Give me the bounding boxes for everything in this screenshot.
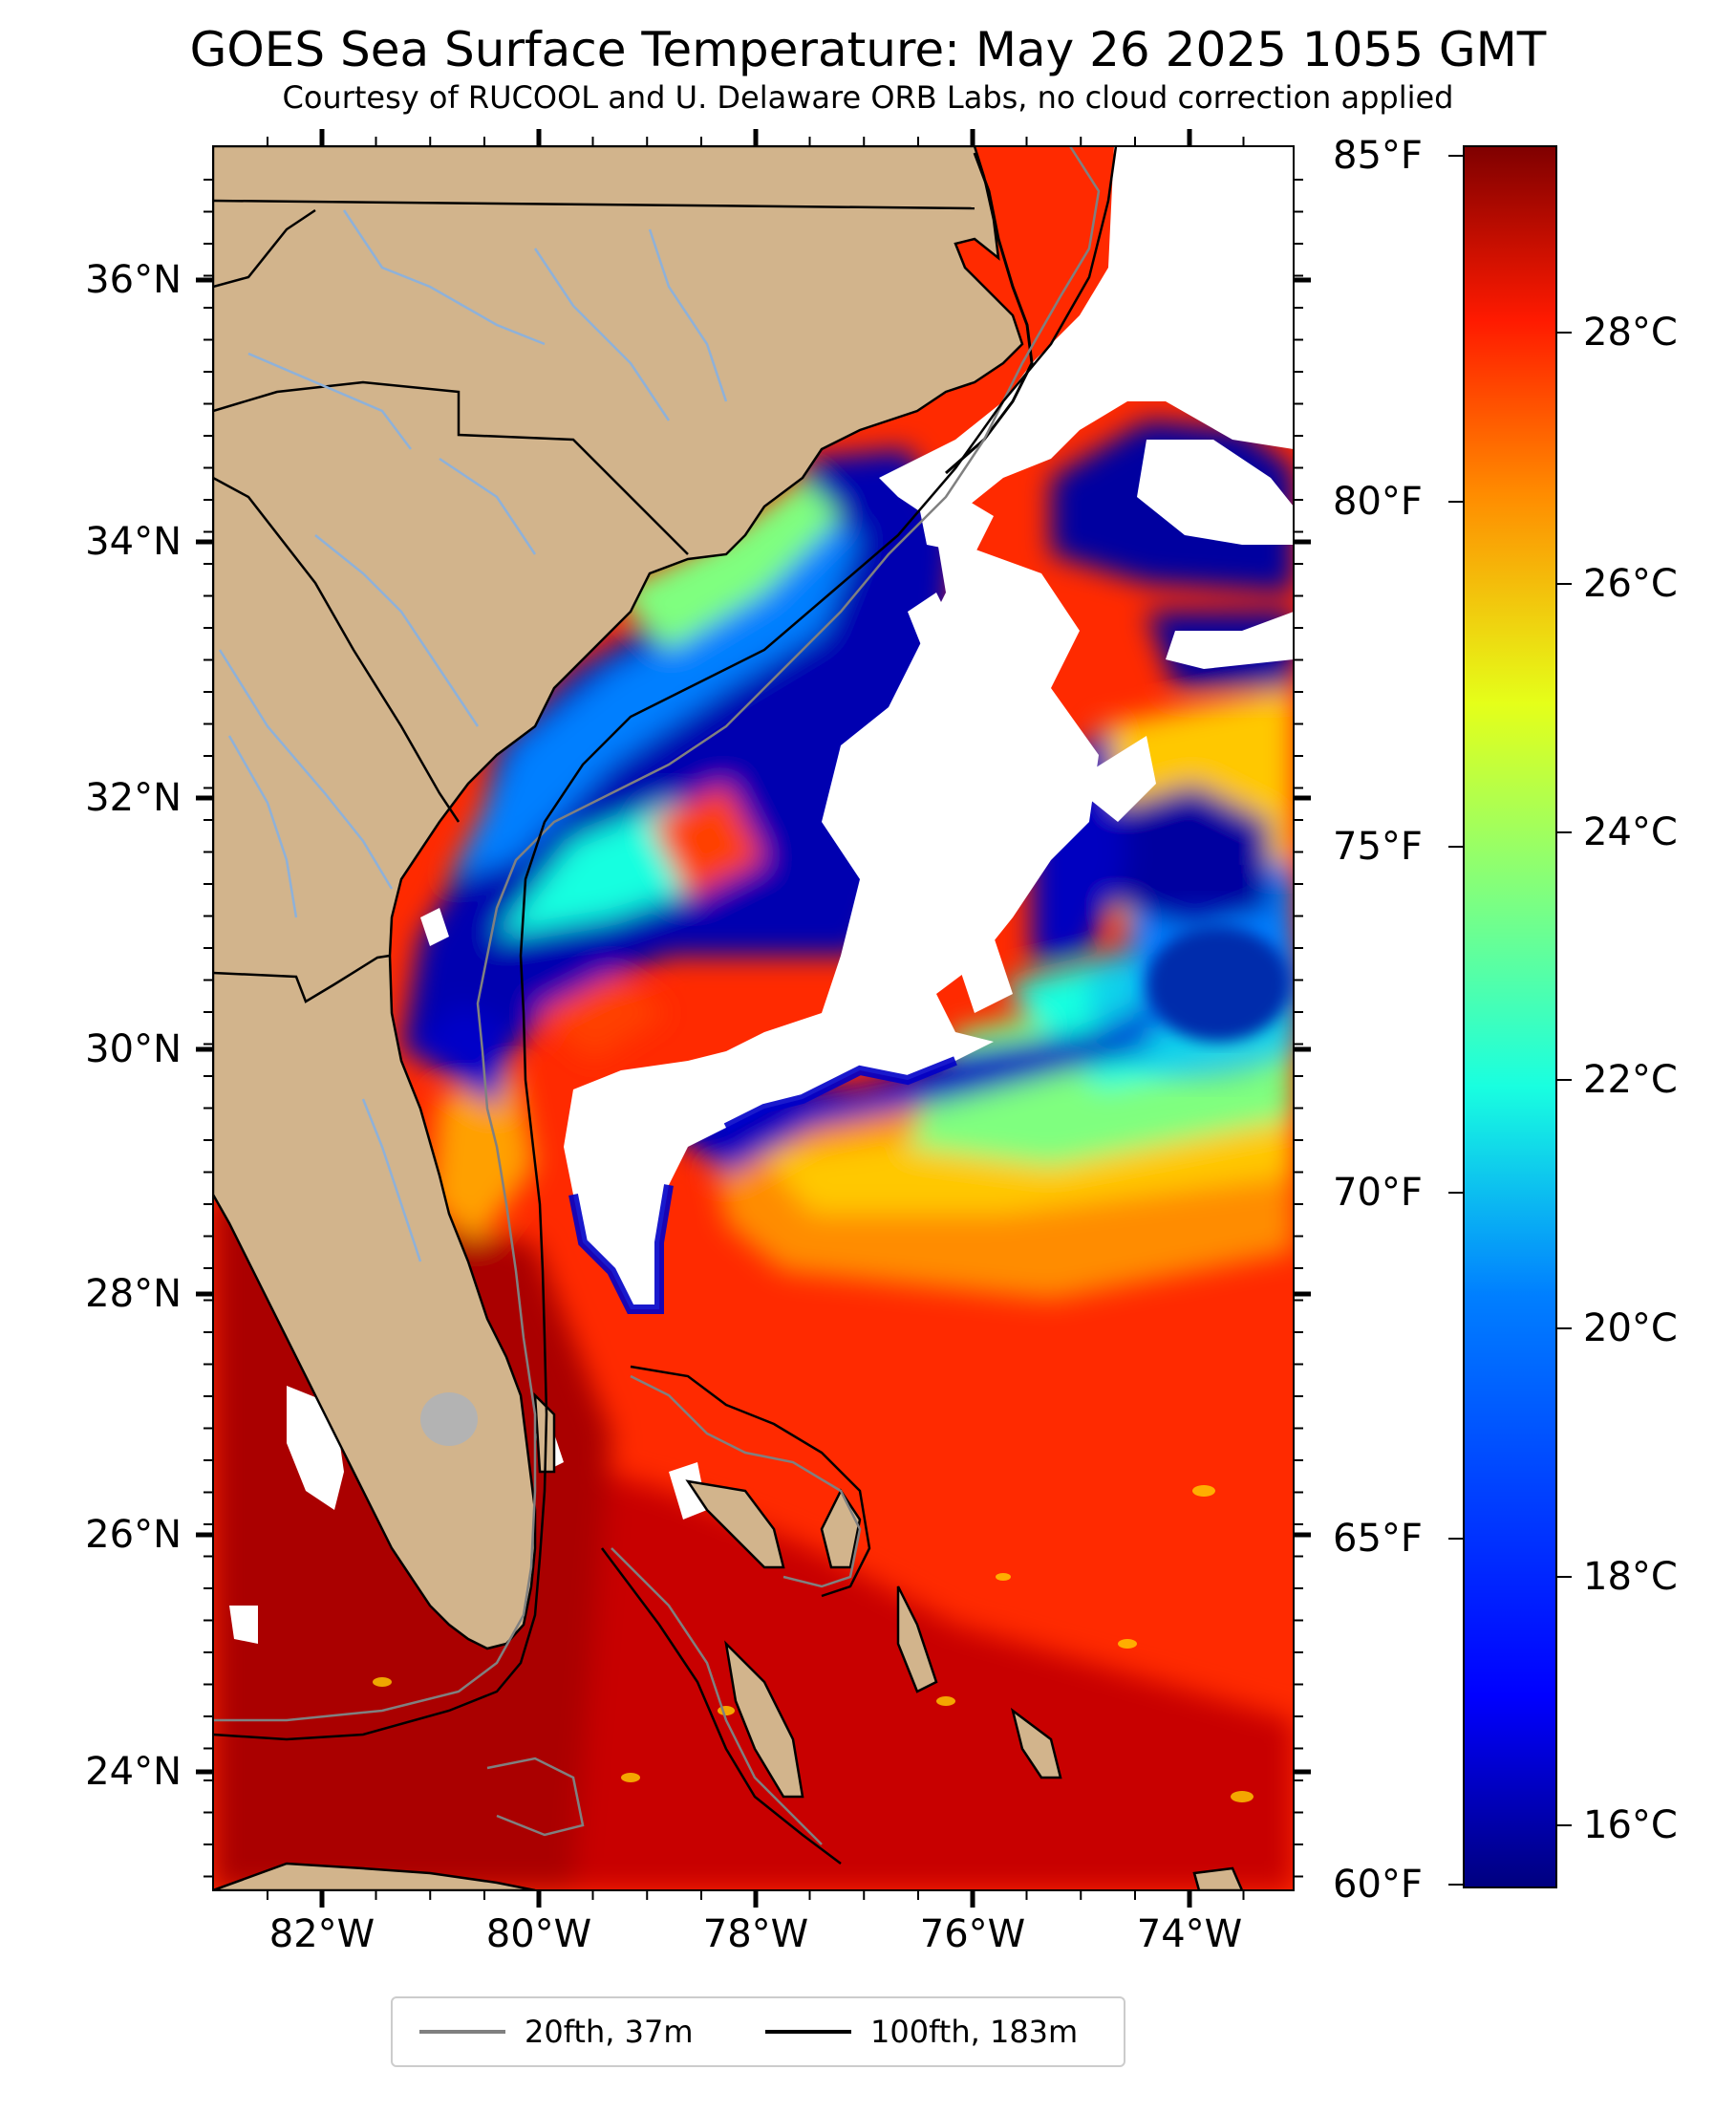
lake-okeechobee — [420, 1392, 478, 1446]
lon-label-74w: 74°W — [1136, 1912, 1243, 1956]
cloud-edges — [568, 1056, 957, 1314]
cb-label-60f: 60°F — [1333, 1863, 1423, 1907]
cb-label-22c: 22°C — [1583, 1058, 1678, 1102]
legend-swatch-black — [765, 2030, 851, 2034]
lat-label-30n: 30°N — [85, 1027, 182, 1071]
legend: 20fth, 37m 100fth, 183m — [391, 1996, 1125, 2067]
lat-label-28n: 28°N — [85, 1272, 182, 1316]
minor-ticks — [204, 137, 1303, 1900]
lat-label-26n: 26°N — [85, 1513, 182, 1557]
cb-label-24c: 24°C — [1583, 810, 1678, 854]
isobath-20fth — [213, 146, 1101, 1722]
cloud-mask — [229, 146, 1294, 1644]
cb-label-18c: 18°C — [1583, 1555, 1678, 1599]
lat-label-36n: 36°N — [85, 258, 182, 302]
lon-label-78w: 78°W — [702, 1912, 809, 1956]
lon-label-82w: 82°W — [268, 1912, 375, 1956]
state-borders — [213, 199, 975, 1003]
cb-label-65f: 65°F — [1333, 1517, 1423, 1561]
cb-label-80f: 80°F — [1333, 480, 1423, 524]
cb-label-28c: 28°C — [1583, 311, 1678, 355]
legend-label-20fth: 20fth, 37m — [525, 2014, 694, 2050]
cb-label-75f: 75°F — [1333, 825, 1423, 869]
rivers — [218, 209, 728, 1262]
land — [213, 146, 1244, 1890]
lat-label-34n: 34°N — [85, 520, 182, 564]
legend-swatch-grey — [419, 2030, 505, 2034]
colorbar-ticks — [1448, 155, 1572, 1886]
cb-label-20c: 20°C — [1583, 1306, 1678, 1350]
lon-label-76w: 76°W — [919, 1912, 1026, 1956]
map-title: GOES Sea Surface Temperature: May 26 202… — [189, 22, 1547, 77]
lat-label-32n: 32°N — [85, 776, 182, 820]
lat-ticks — [196, 277, 1311, 1775]
map-plot-area — [213, 146, 1294, 1890]
lat-label-24n: 24°N — [85, 1750, 182, 1794]
cb-label-16c: 16°C — [1583, 1803, 1678, 1847]
legend-item-100fth: 100fth, 183m — [765, 1998, 1078, 2065]
cb-label-70f: 70°F — [1333, 1171, 1423, 1215]
lon-label-80w: 80°W — [485, 1912, 592, 1956]
cb-label-26c: 26°C — [1583, 562, 1678, 606]
legend-item-20fth: 20fth, 37m — [419, 1998, 693, 2065]
cb-label-85f: 85°F — [1333, 134, 1423, 178]
map-subtitle: Courtesy of RUCOOL and U. Delaware ORB L… — [282, 79, 1454, 116]
legend-label-100fth: 100fth, 183m — [870, 2014, 1079, 2050]
colorbar — [1463, 145, 1557, 1888]
isobath-100fth — [213, 146, 1118, 1741]
